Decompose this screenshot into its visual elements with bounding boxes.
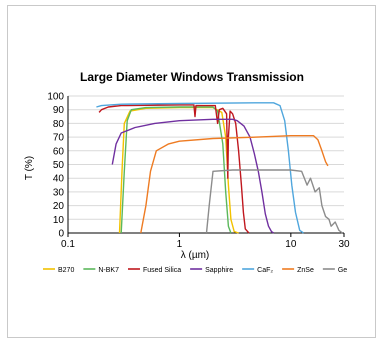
legend-label: Fused Silica <box>143 267 181 274</box>
series-line-6 <box>141 136 328 233</box>
chart-title: Large Diameter Windows Transmission <box>80 70 304 84</box>
series-line-4 <box>112 119 273 233</box>
x-tick-label: 10 <box>285 239 297 250</box>
x-axis-label: λ (µm) <box>181 250 210 261</box>
x-tick-labels: 0.1 1 10 30 <box>61 239 350 250</box>
legend-label: CaF₂ <box>257 267 273 274</box>
y-tick-label: 90 <box>53 105 65 116</box>
legend-label: Sapphire <box>205 267 233 274</box>
y-tick-label: 10 <box>53 215 65 226</box>
y-tick-label: 60 <box>53 146 65 157</box>
y-tick-label: 50 <box>53 160 65 171</box>
gridlines <box>68 96 344 219</box>
legend-label: N-BK7 <box>98 267 119 274</box>
y-tick-label: 100 <box>47 92 64 103</box>
y-tick-label: 30 <box>53 187 65 198</box>
chart-svg: Large Diameter Windows Transmission 0 10 2… <box>8 6 375 337</box>
y-tick-label: 70 <box>53 133 65 144</box>
axes <box>68 96 344 237</box>
y-axis-label: T (%) <box>24 156 35 180</box>
legend-label: ZnSe <box>297 267 314 274</box>
legend: B270 N-BK7 Fused Silica Sapphire CaF₂ ZnSe Ge <box>43 267 347 274</box>
y-tick-label: 20 <box>53 201 65 212</box>
x-tick-label: 0.1 <box>61 239 75 250</box>
chart-panel: Large Diameter Windows Transmission 0 10 2… <box>7 5 376 338</box>
legend-label: B270 <box>58 267 74 274</box>
y-tick-label: 80 <box>53 119 65 130</box>
series-line-2 <box>121 107 231 233</box>
legend-label: Ge <box>338 267 347 274</box>
y-tick-label: 0 <box>58 229 64 240</box>
series-lines <box>96 103 342 233</box>
y-tick-label: 40 <box>53 174 65 185</box>
x-tick-label: 30 <box>338 239 350 250</box>
x-tick-label: 1 <box>177 239 183 250</box>
y-tick-labels: 0 10 20 30 40 50 60 70 80 90 100 <box>47 92 64 240</box>
